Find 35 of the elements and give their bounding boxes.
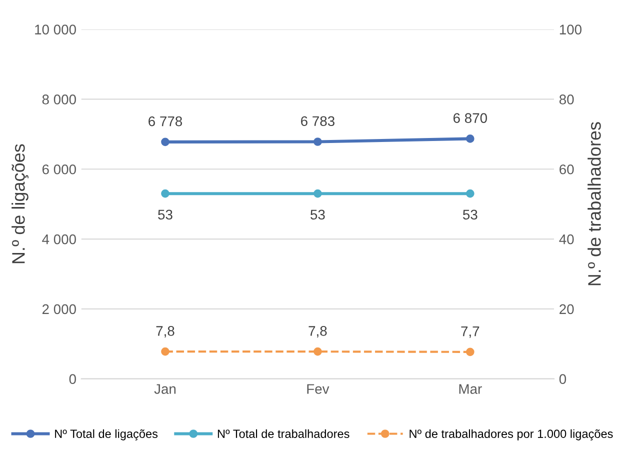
- data-label: 7,8: [156, 326, 174, 338]
- legend-label: Nº Total de trabalhadores: [218, 429, 350, 438]
- data-label: 6 870: [453, 113, 487, 123]
- point: [161, 189, 170, 198]
- point: [466, 348, 474, 356]
- y-tick-label: 6 000: [42, 164, 76, 174]
- y2-tick-label: 100: [560, 24, 582, 34]
- data-label: 7,8: [308, 326, 327, 338]
- data-label: 6 783: [301, 116, 334, 126]
- y2-tick-label: 20: [560, 304, 574, 314]
- x-tick-label: Jan: [154, 384, 176, 394]
- legend-label: Nº de trabalhadores por 1.000 ligações: [410, 429, 613, 440]
- y2-tick-label: 0: [559, 374, 566, 384]
- data-label: 6 778: [148, 116, 182, 126]
- x-tick-label: Fev: [307, 384, 330, 394]
- data-label: 53: [462, 210, 478, 220]
- y-tick-label: 0: [69, 374, 76, 384]
- y2-tick-label: 60: [560, 164, 574, 174]
- y2-axis-title: N.º de trabalhadores: [588, 122, 601, 286]
- y2-tick-label: 80: [559, 94, 574, 104]
- y-tick-label: 8 000: [42, 94, 76, 104]
- y-tick-label: 2 000: [42, 304, 76, 314]
- y2-tick-label: 40: [559, 234, 574, 244]
- point: [314, 347, 322, 356]
- legend-label: Nº Total de ligações: [55, 429, 158, 440]
- point: [161, 347, 170, 356]
- y-tick-label: 4 000: [42, 234, 76, 244]
- y-axis-title: N.º de ligações: [12, 144, 28, 264]
- data-label: 53: [158, 210, 172, 220]
- data-label: 7,7: [461, 326, 480, 338]
- point: [314, 189, 322, 198]
- y-tick-label: 10 000: [35, 24, 76, 34]
- point: [466, 189, 474, 198]
- x-tick-label: Mar: [459, 384, 482, 394]
- data-label: 53: [310, 210, 325, 220]
